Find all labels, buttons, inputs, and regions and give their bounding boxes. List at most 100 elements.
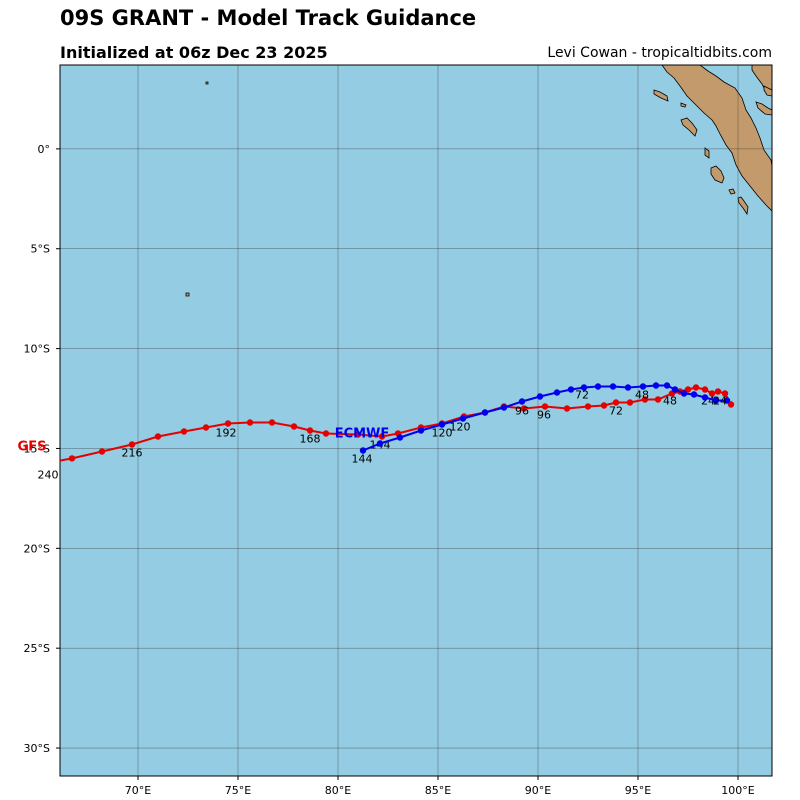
ecmwf-track-point [417, 427, 425, 434]
ecmwf-track-point [536, 393, 544, 400]
x-tick-label: 90°E [525, 784, 551, 797]
ecmwf-track-point [609, 383, 617, 390]
land-islet [653, 89, 669, 102]
ecmwf-track-point [680, 390, 688, 397]
forecast-hour-label: 192 [216, 427, 237, 440]
ecmwf-track-point [701, 394, 709, 401]
gfs-track-point [378, 433, 386, 440]
x-tick-label: 70°E [125, 784, 151, 797]
forecast-hour-label: 48 [663, 395, 677, 408]
gfs-track-point [626, 399, 634, 406]
axis-ticks: 70°E 75°E 80°E 85°E 90°E 95°E 100°E 0° 5°S 10°S 15… [24, 143, 755, 797]
forecast-hour-label: 120 [432, 427, 453, 440]
y-tick-label: 20°S [24, 542, 50, 555]
gfs-track-point [563, 405, 571, 412]
forecast-hour-label: 72 [575, 389, 589, 402]
gfs-track-point [520, 405, 528, 412]
forecast-hour-label: 168 [300, 433, 321, 446]
ecmwf-track-point [396, 434, 404, 441]
gfs-track-point [180, 428, 188, 435]
ecmwf-track-point [580, 384, 588, 391]
forecast-hour-label: 144 [352, 452, 373, 465]
y-tick-label: 0° [38, 143, 51, 156]
ecmwf-track-point [481, 409, 489, 416]
land-sumatra [661, 65, 772, 212]
map-frame [59, 64, 773, 777]
ecmwf-track-point [553, 389, 561, 396]
gfs-track-point [721, 390, 729, 397]
ecmwf-track-point [690, 391, 698, 398]
ecmwf-track-point [723, 397, 731, 404]
ecmwf-track-point [671, 386, 679, 393]
gfs-track-point [290, 423, 298, 430]
model-name-label: ECMWF [335, 427, 390, 442]
land-islet [755, 101, 772, 116]
gfs-track-point [246, 419, 254, 426]
gfs-track-point [154, 433, 162, 440]
land-enggano [710, 165, 725, 184]
track-ecmwf: 24 48 72 96 120 144 ECMWF [335, 382, 731, 465]
gfs-track-point [541, 403, 549, 410]
gfs-track-point [37, 461, 43, 467]
x-tick-label: 75°E [225, 784, 251, 797]
ecmwf-track-point [376, 440, 384, 447]
ecmwf-track-point [359, 447, 367, 454]
ecmwf-track-point [567, 386, 575, 393]
ecmwf-track-point [624, 384, 632, 391]
forecast-hour-label: 216 [122, 446, 143, 459]
forecast-hour-label: 24 [713, 395, 727, 408]
ecmwf-track-point [438, 421, 446, 428]
gfs-track-point [128, 441, 136, 448]
forecast-hour-label: 120 [450, 421, 471, 434]
ecmwf-track-point [500, 404, 508, 411]
x-tick-label: 80°E [325, 784, 351, 797]
x-tick-label: 95°E [625, 784, 651, 797]
gfs-track-point [708, 390, 716, 397]
land-islet [205, 81, 209, 85]
model-name-label: GFS [18, 440, 47, 455]
gfs-track-point [322, 430, 330, 437]
land-islet [704, 147, 710, 159]
x-tick-label: 100°E [721, 784, 754, 797]
ecmwf-track-point [663, 382, 671, 389]
gfs-track-point [224, 420, 232, 427]
land-islet [728, 188, 736, 195]
gfs-track-point [692, 384, 700, 391]
gfs-track-point [584, 403, 592, 410]
y-tick-label: 10°S [24, 343, 50, 356]
ecmwf-track-point [594, 383, 602, 390]
ecmwf-track-point [639, 383, 647, 390]
grid-lines [60, 65, 772, 776]
chart-subtitle: Initialized at 06z Dec 23 2025 [60, 43, 328, 62]
forecast-hour-label: 48 [635, 389, 649, 402]
ecmwf-track-point [712, 397, 720, 404]
gfs-track-point [202, 424, 210, 431]
gfs-track-point [612, 399, 620, 406]
ecmwf-track-point [652, 382, 660, 389]
gfs-track-point [68, 455, 76, 462]
gfs-track-point [600, 402, 608, 409]
land-islet [680, 102, 687, 108]
gfs-track-point [727, 401, 735, 408]
gfs-track-point [701, 386, 709, 393]
chart-title: 09S GRANT - Model Track Guidance [60, 6, 477, 30]
ecmwf-track-point [459, 415, 467, 422]
ecmwf-track-point [518, 398, 526, 405]
gfs-track-point [714, 388, 722, 395]
x-tick-label: 85°E [425, 784, 451, 797]
y-tick-label: 15°S [24, 442, 50, 455]
y-tick-label: 5°S [31, 243, 50, 256]
gfs-track-point [684, 386, 692, 393]
gfs-track-point [268, 419, 276, 426]
ocean-background [60, 65, 772, 776]
forecast-hour-label: 96 [515, 405, 529, 418]
gfs-track-point [98, 448, 106, 455]
forecast-hour-label: 240 [38, 468, 59, 481]
track-line-group [359, 382, 731, 454]
gfs-track-point [354, 431, 362, 438]
land-siberut [680, 117, 698, 137]
land-islet [185, 292, 190, 297]
credit-text: Levi Cowan - tropicaltidbits.com [547, 45, 772, 61]
y-tick-label: 30°S [24, 742, 50, 755]
